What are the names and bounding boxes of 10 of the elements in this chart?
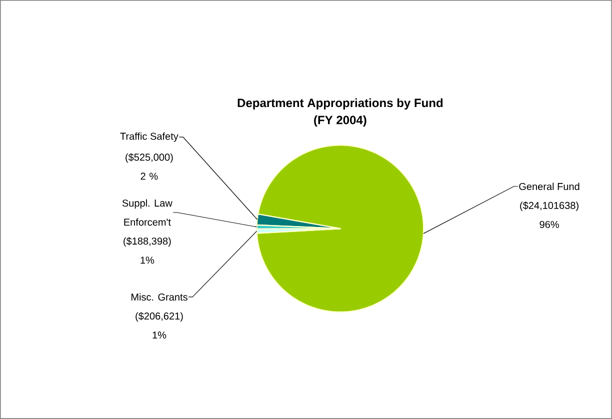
slice-label: Misc. Grants <box>131 293 188 301</box>
data-label: ($206,621) 1% <box>136 312 183 339</box>
slice-label: General Fund <box>519 182 580 190</box>
data-label: ($525,000) 2 % <box>126 153 173 180</box>
chart-title: Department Appropriations by Fund <box>238 98 443 110</box>
data-label: ($188,398) 1% <box>124 237 171 264</box>
slice-label: Traffic Safety <box>120 132 178 142</box>
data-label: ($24,101638) 96% <box>520 202 578 228</box>
slice-label: Suppl. Law Enforcem't <box>122 199 172 226</box>
chart-subtitle: (FY 2004) <box>314 115 366 127</box>
